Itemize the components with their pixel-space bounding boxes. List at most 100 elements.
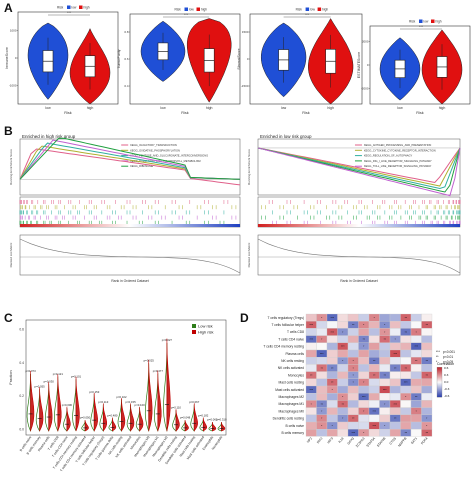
heatmap-colorbar-tick: 0.3 xyxy=(444,373,449,377)
heatmap-cell xyxy=(337,407,349,415)
violin-y-tick: 2000 xyxy=(362,40,369,44)
heatmap-cell xyxy=(421,429,433,437)
heatmap-cell xyxy=(326,414,338,423)
violin-c-high xyxy=(184,420,189,432)
violin-c-pvalue: p=0.063 xyxy=(207,418,218,422)
violin-c-low xyxy=(181,420,186,432)
heatmap-row-label: Mast cells activated xyxy=(275,388,304,392)
heatmap-col-label: CTSS xyxy=(388,436,397,445)
gsea-rank-frame xyxy=(19,234,241,276)
heatmap-cell xyxy=(400,421,412,430)
heatmap-cell-star: ** xyxy=(405,316,408,320)
heatmap-cell xyxy=(305,342,317,351)
heatmap-cell-star: ** xyxy=(352,417,355,421)
violin-y-tick: 0 xyxy=(15,56,17,60)
violin-c-ytick: 0.6 xyxy=(19,327,24,331)
heatmap-cell-star: *** xyxy=(383,388,387,392)
violin-c-high xyxy=(212,421,217,432)
violin-c-high xyxy=(148,359,153,432)
heatmap-row-label: Macrophages M1 xyxy=(279,402,305,406)
violin-c-pvalue: p=0.100 xyxy=(135,403,146,407)
heatmap-cell-star: *** xyxy=(362,395,366,399)
heatmap-cell xyxy=(358,414,370,423)
heatmap-cell xyxy=(379,364,391,372)
gsea-es-ylabel: Running Enrichment Score xyxy=(247,149,251,185)
heatmap-cell-star: * xyxy=(426,424,428,428)
heatmap-cell xyxy=(421,378,433,387)
violin-c-low xyxy=(154,372,159,432)
gsea-legend-item: KEGG_PENTOSE_AND_GLUCURONATE_INTERCONVER… xyxy=(130,154,208,158)
heatmap-cell xyxy=(400,407,412,415)
heatmap-cell xyxy=(410,349,422,358)
gsea-title: Enriched in high risk group xyxy=(22,134,76,139)
violin-c-high xyxy=(157,370,162,432)
heatmap-cell xyxy=(337,364,349,372)
heatmap-cell xyxy=(410,313,422,322)
heatmap-cell xyxy=(389,378,401,387)
violin-c-low xyxy=(117,398,123,432)
gsea-rank-curve xyxy=(19,238,241,274)
heatmap-cell xyxy=(316,429,328,437)
heatmap-cell-star: ** xyxy=(415,395,418,399)
gsea-right: Enriched in low risk group Running Enrich… xyxy=(247,134,461,283)
heatmap-cell xyxy=(421,349,433,358)
violin-x-tick-high: high xyxy=(206,106,213,110)
violin-legend-low: low xyxy=(72,6,77,10)
heatmap-cell-star: * xyxy=(384,402,386,406)
violin-y-tick: 0 xyxy=(247,57,249,61)
heatmap-cell xyxy=(389,328,401,336)
heatmap-sig-label: p<0.05 xyxy=(443,360,453,364)
heatmap-cell xyxy=(379,349,391,358)
heatmap-cell xyxy=(358,421,370,430)
heatmap-col-label: STAT5B xyxy=(376,436,387,447)
heatmap-sig-label: p<0.01 xyxy=(443,355,453,359)
heatmap-cell-star: ** xyxy=(342,402,345,406)
gsea-rank-ylabel: Ranked List Metric xyxy=(9,242,13,267)
heatmap-cell xyxy=(421,364,433,372)
heatmap-cell-star: *** xyxy=(320,352,324,356)
significance-mark: *** xyxy=(305,13,310,17)
gsea-curve xyxy=(257,147,461,197)
violin-legend-high: high xyxy=(322,8,328,12)
heatmap-cell xyxy=(358,313,370,322)
heatmap-row-label: B cells memory xyxy=(281,431,304,435)
panel-label-d: D xyxy=(240,311,249,325)
heatmap-cell xyxy=(410,378,422,387)
heatmap-cell-star: ** xyxy=(415,359,418,363)
heatmap-cell-star: * xyxy=(321,410,323,414)
heatmap-row-label: Monocytes xyxy=(288,373,304,377)
heatmap-cell xyxy=(347,385,359,394)
heatmap-cell-star: ** xyxy=(426,323,429,327)
heatmap-cell-star: ** xyxy=(426,431,429,435)
violin-x-title: Risk xyxy=(416,111,423,115)
violin-c-low xyxy=(135,407,140,432)
heatmap-colorbar-tick: -0.3 xyxy=(444,387,450,391)
heatmap-cell-star: * xyxy=(342,417,344,421)
violin-c-high xyxy=(30,370,35,432)
heatmap-cell xyxy=(400,349,412,358)
violin-c-high xyxy=(112,417,117,432)
heatmap-row-label: T cells follicular helper xyxy=(271,323,304,327)
panel-label-c: C xyxy=(4,311,13,325)
heatmap-row-label: T cells CD4 naive xyxy=(278,337,304,341)
panel-b-gsea: Enriched in high risk group Running Enric… xyxy=(9,134,461,283)
heatmap-cell-star: ** xyxy=(352,323,355,327)
heatmap-cell xyxy=(368,349,380,358)
heatmap-cell-star: ** xyxy=(384,374,387,378)
heatmap-cell-star: * xyxy=(405,395,407,399)
violin-legend-high-swatch xyxy=(79,5,83,9)
heatmap-cell xyxy=(389,342,401,351)
gsea-legend-item: KEGG_CYTOKINE_CYTOKINE_RECEPTOR_INTERACT… xyxy=(364,148,436,152)
violin-c-high xyxy=(66,406,71,432)
heatmap-cell xyxy=(305,429,317,437)
violin-y-tick: -1000 xyxy=(9,84,17,88)
heatmap-cell xyxy=(326,400,338,408)
heatmap-col-label: SAT1 xyxy=(410,436,418,445)
heatmap-cell xyxy=(358,364,370,372)
heatmap-cell-star: *** xyxy=(393,352,397,356)
violin-c-pvalue: p=0.102 xyxy=(116,395,127,399)
heatmap-cell-star: ** xyxy=(394,366,397,370)
violin-y-tick: -2000 xyxy=(361,86,369,90)
